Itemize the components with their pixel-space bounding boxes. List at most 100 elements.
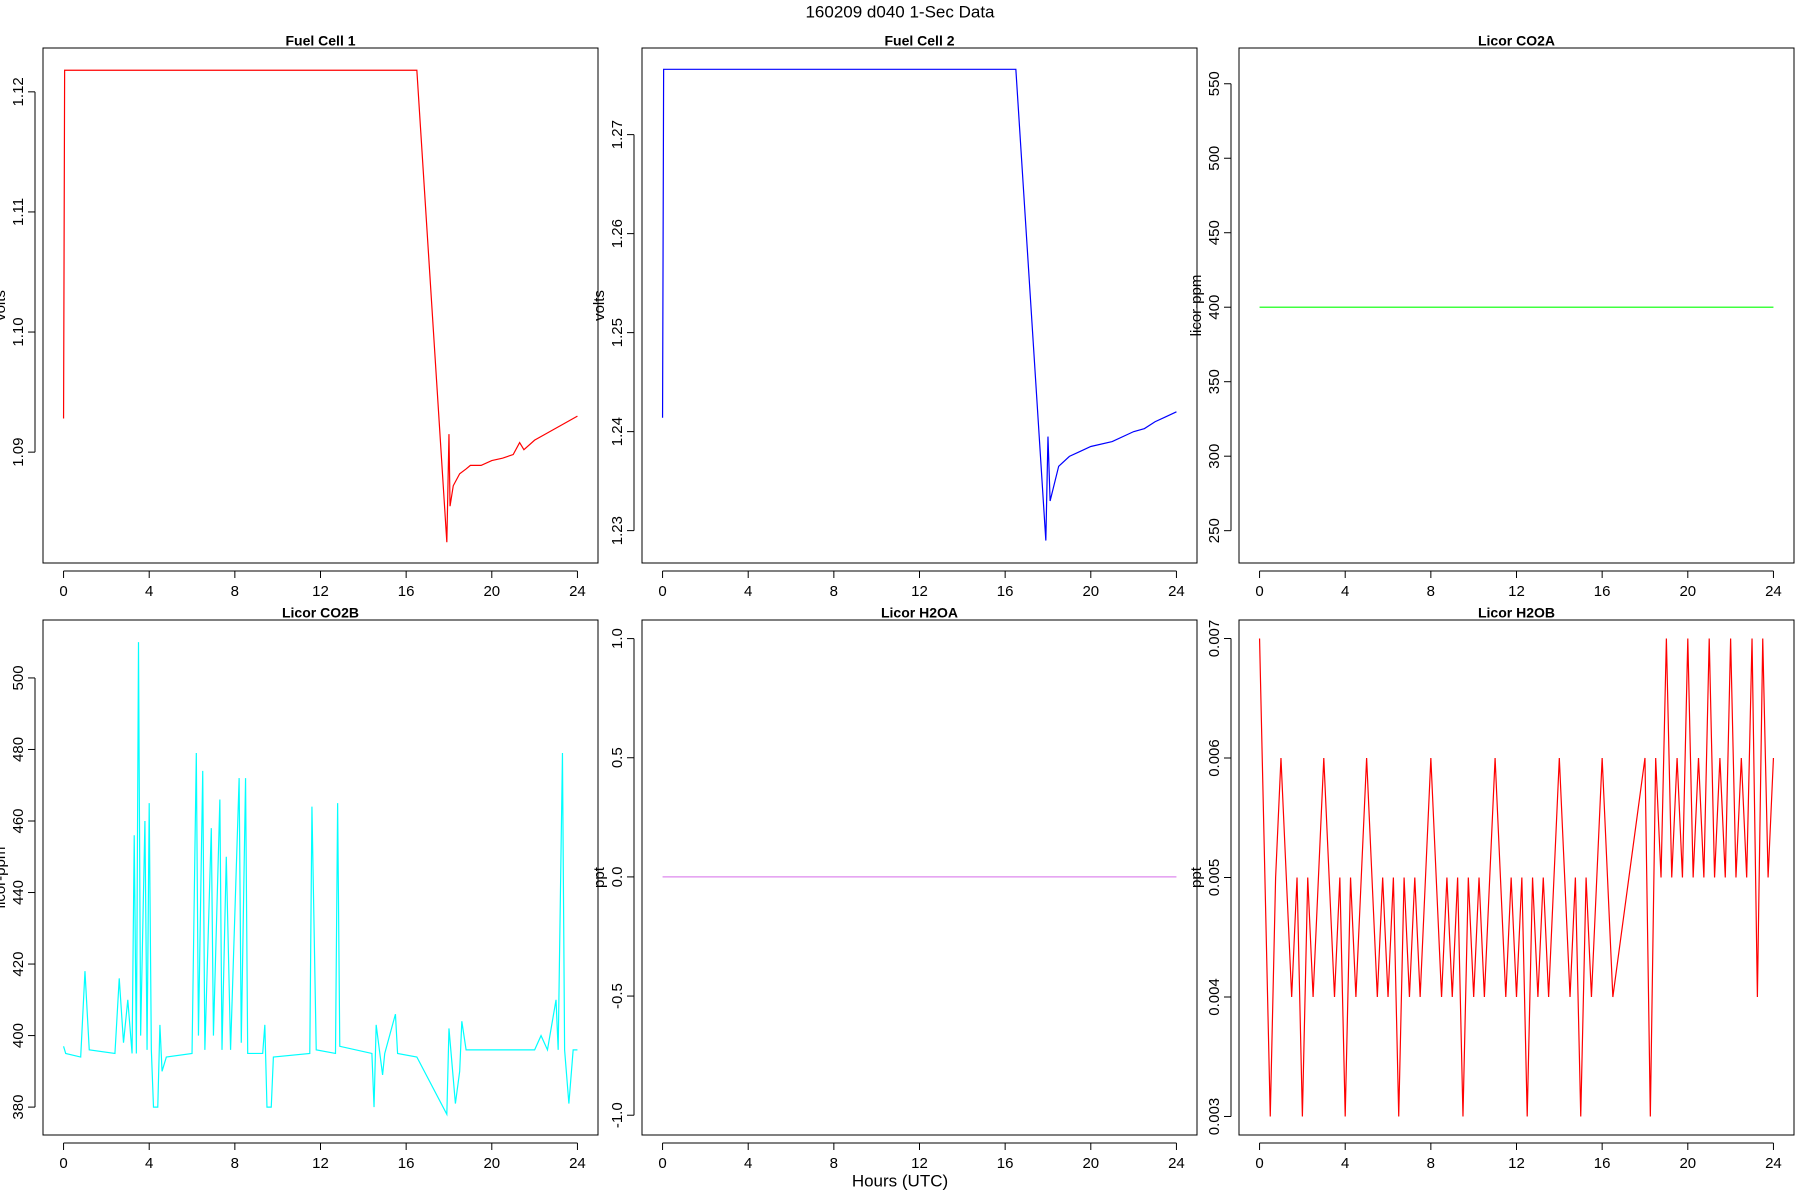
x-tick-label: 0 xyxy=(658,583,666,600)
x-tick-label: 16 xyxy=(398,1155,415,1172)
panel: Fuel Cell 2 volts 0 4 8 12 16 20 24 1.23 1.24 1.25 1… xyxy=(591,33,1198,600)
x-tick-label: 24 xyxy=(1765,1155,1782,1172)
x-tick-label: 4 xyxy=(1341,1155,1349,1172)
x-tick-label: 8 xyxy=(231,583,239,600)
panel: Licor CO2A licor-ppm 0 4 8 12 16 20 24 250 300 350 4… xyxy=(1188,33,1795,600)
y-tick-label: 500 xyxy=(10,665,27,690)
x-tick-label: 0 xyxy=(1255,1155,1263,1172)
y-tick-label: 1.0 xyxy=(609,628,626,649)
y-tick-label: 380 xyxy=(10,1095,27,1120)
y-tick-label: 550 xyxy=(1206,71,1223,96)
data-line xyxy=(62,69,578,543)
x-tick-label: 16 xyxy=(997,583,1014,600)
y-tick-label: 1.11 xyxy=(10,198,27,226)
x-tick-label: 4 xyxy=(145,583,153,600)
panel: Licor H2OB ppt 0 4 8 12 16 20 24 0.003 0.004 0.005 0… xyxy=(1188,605,1795,1172)
y-axis-label: volts xyxy=(591,290,608,321)
y-tick-label: 1.09 xyxy=(10,438,27,467)
x-tick-label: 12 xyxy=(911,583,928,600)
y-tick-label: 350 xyxy=(1206,369,1223,394)
y-tick-label: 1.23 xyxy=(609,516,626,545)
y-tick-label: 400 xyxy=(10,1023,27,1048)
x-tick-label: 8 xyxy=(830,583,838,600)
x-tick-label: 12 xyxy=(911,1155,928,1172)
x-tick-label: 12 xyxy=(312,583,329,600)
panel-title: Licor CO2B xyxy=(282,605,359,621)
y-tick-label: 1.12 xyxy=(10,77,27,106)
x-tick-label: 20 xyxy=(1679,583,1696,600)
y-tick-label: 0.0 xyxy=(609,866,626,887)
panel: Fuel Cell 1 volts 0 4 8 12 16 20 24 1.09 1.10 1.11 1… xyxy=(0,33,599,600)
y-axis-label: volts xyxy=(0,290,9,321)
y-tick-label: -0.5 xyxy=(609,983,626,1009)
x-tick-label: 24 xyxy=(1168,1155,1185,1172)
plot-frame xyxy=(42,619,599,1136)
plot-frame xyxy=(641,47,1198,564)
figure-title: 160209 d040 1-Sec Data xyxy=(805,2,995,21)
x-tick-label: 8 xyxy=(830,1155,838,1172)
data-line xyxy=(661,68,1177,541)
x-tick-label: 24 xyxy=(1168,583,1185,600)
x-tick-label: 20 xyxy=(1082,1155,1099,1172)
x-tick-label: 24 xyxy=(569,583,586,600)
y-axis-label: licor-ppm xyxy=(0,847,9,909)
y-tick-label: -1.0 xyxy=(609,1102,626,1128)
panel-title: Fuel Cell 1 xyxy=(285,33,355,49)
plot-frame xyxy=(641,619,1198,1136)
x-tick-label: 20 xyxy=(483,1155,500,1172)
x-tick-label: 0 xyxy=(1255,583,1263,600)
x-tick-label: 0 xyxy=(59,583,67,600)
y-tick-label: 500 xyxy=(1206,146,1223,171)
x-tick-label: 4 xyxy=(744,1155,752,1172)
plot-frame xyxy=(42,47,599,564)
x-tick-label: 24 xyxy=(1765,583,1782,600)
panel-title: Licor CO2A xyxy=(1478,33,1555,49)
y-tick-label: 0.003 xyxy=(1206,1098,1223,1136)
x-tick-label: 4 xyxy=(1341,583,1349,600)
panel-title: Licor H2OB xyxy=(1478,605,1555,621)
y-tick-label: 1.10 xyxy=(10,317,27,346)
y-tick-label: 300 xyxy=(1206,444,1223,469)
y-tick-label: 400 xyxy=(1206,295,1223,320)
x-tick-label: 12 xyxy=(312,1155,329,1172)
x-tick-label: 12 xyxy=(1508,583,1525,600)
y-tick-label: 1.26 xyxy=(609,219,626,248)
panel-title: Licor H2OA xyxy=(881,605,958,621)
y-tick-label: 0.006 xyxy=(1206,739,1223,777)
y-tick-label: 420 xyxy=(10,952,27,977)
y-tick-label: 1.24 xyxy=(609,417,626,446)
x-tick-label: 20 xyxy=(1679,1155,1696,1172)
x-tick-label: 8 xyxy=(231,1155,239,1172)
y-tick-label: 440 xyxy=(10,880,27,905)
y-tick-label: 1.25 xyxy=(609,318,626,347)
y-tick-label: 460 xyxy=(10,808,27,833)
y-axis-label: ppt xyxy=(591,866,608,888)
panel: Licor H2OA ppt 0 4 8 12 16 20 24 -1.0 -0.5 0.0 0.5 1.… xyxy=(591,605,1198,1172)
y-tick-label: 250 xyxy=(1206,518,1223,543)
data-line xyxy=(62,642,578,1117)
plot-frame xyxy=(1238,47,1795,564)
y-tick-label: 0.007 xyxy=(1206,620,1223,658)
x-tick-label: 0 xyxy=(59,1155,67,1172)
y-tick-label: 450 xyxy=(1206,220,1223,245)
x-tick-label: 8 xyxy=(1427,583,1435,600)
data-line xyxy=(1258,638,1775,1117)
y-tick-label: 1.27 xyxy=(609,120,626,149)
x-tick-label: 8 xyxy=(1427,1155,1435,1172)
y-tick-label: 0.5 xyxy=(609,747,626,768)
plot-frame xyxy=(1238,619,1795,1136)
x-tick-label: 0 xyxy=(658,1155,666,1172)
panel-title: Fuel Cell 2 xyxy=(884,33,954,49)
x-tick-label: 20 xyxy=(483,583,500,600)
y-axis-label: licor-ppm xyxy=(1188,275,1205,337)
y-tick-label: 480 xyxy=(10,737,27,762)
y-tick-label: 0.005 xyxy=(1206,859,1223,897)
x-tick-label: 24 xyxy=(569,1155,586,1172)
x-tick-label: 16 xyxy=(1594,583,1611,600)
y-axis-label: ppt xyxy=(1188,866,1205,888)
x-tick-label: 12 xyxy=(1508,1155,1525,1172)
x-tick-label: 4 xyxy=(744,583,752,600)
x-tick-label: 16 xyxy=(398,583,415,600)
x-tick-label: 4 xyxy=(145,1155,153,1172)
